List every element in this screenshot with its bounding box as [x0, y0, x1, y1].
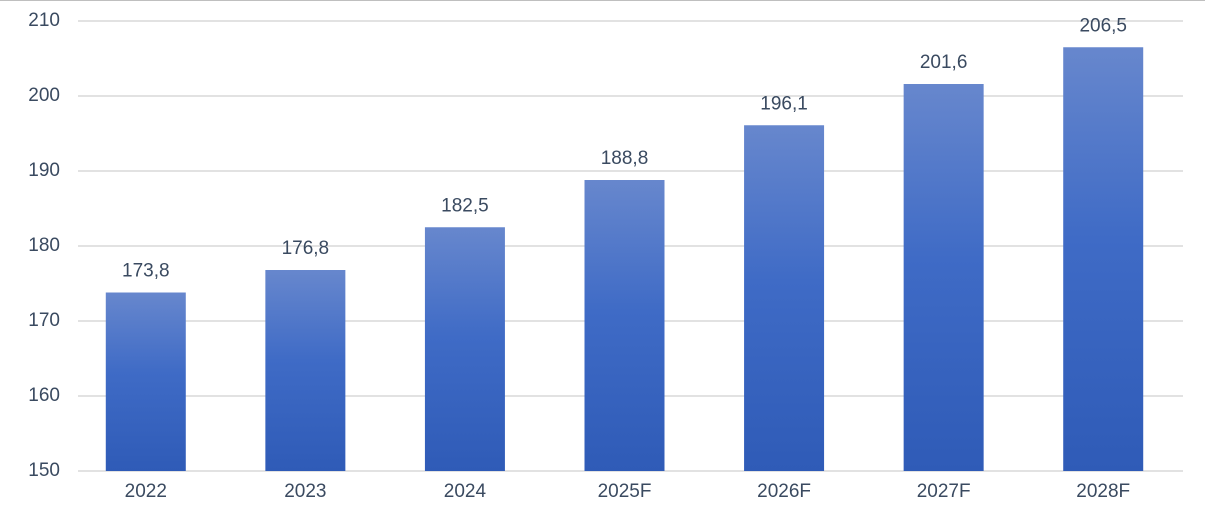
y-tick-label: 150: [28, 460, 60, 481]
bar: [584, 180, 665, 471]
value-label: 188,8: [601, 148, 649, 169]
y-tick-label: 190: [28, 160, 60, 181]
y-tick-label: 210: [28, 10, 60, 31]
x-tick-label: 2022: [125, 481, 167, 502]
bar: [903, 84, 984, 471]
value-label: 206,5: [1079, 15, 1127, 36]
value-label: 173,8: [122, 261, 170, 282]
x-tick-label: 2027F: [917, 481, 971, 502]
x-tick-label: 2028F: [1076, 481, 1130, 502]
value-label: 201,6: [920, 52, 968, 73]
value-label: 176,8: [282, 238, 330, 259]
y-tick-label: 170: [28, 310, 60, 331]
bar: [265, 270, 346, 471]
x-tick-label: 2023: [284, 481, 326, 502]
x-tick-label: 2024: [444, 481, 487, 502]
bar: [744, 125, 825, 471]
y-tick-label: 160: [28, 385, 60, 406]
y-tick-label: 180: [28, 235, 60, 256]
y-tick-label: 200: [28, 85, 60, 106]
value-label: 182,5: [441, 195, 489, 216]
bar: [424, 227, 505, 471]
bar: [1063, 47, 1144, 471]
bar: [105, 292, 186, 471]
value-label: 196,1: [760, 93, 808, 114]
x-tick-label: 2025F: [598, 481, 652, 502]
x-tick-label: 2026F: [757, 481, 811, 502]
plot: 2022 173,8 2023 176,8 2024 182,5 2025F 188,8 202…: [105, 15, 1144, 502]
